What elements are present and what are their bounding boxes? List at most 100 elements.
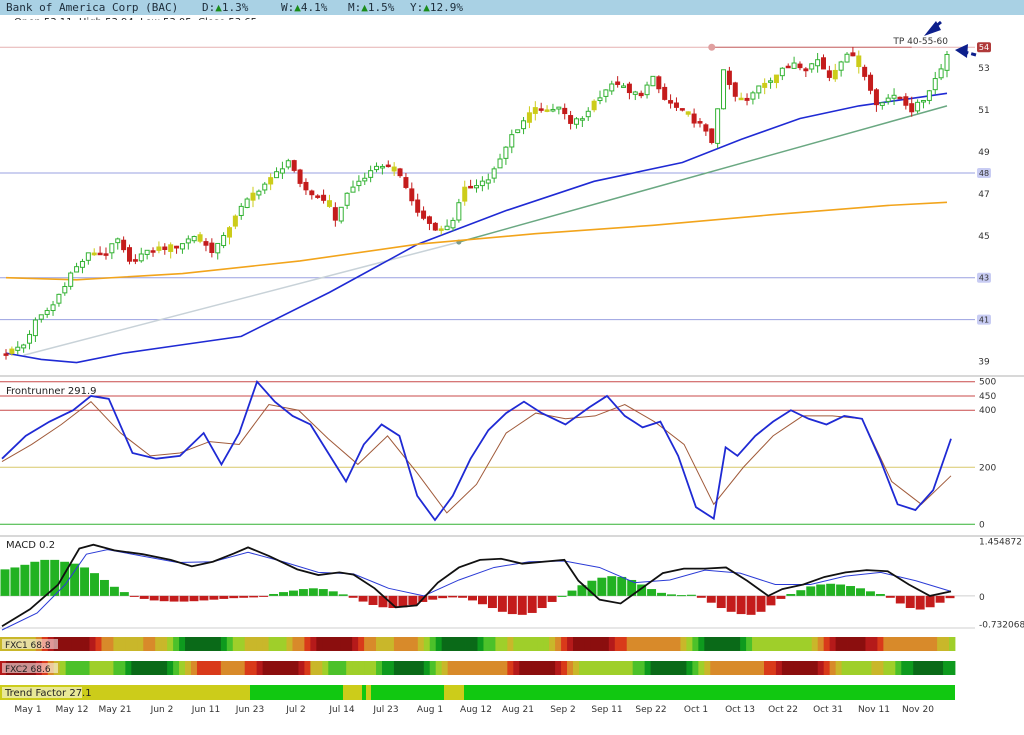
perf-week: W:▲4.1% [281,1,328,14]
candle-body [74,266,80,273]
candle-body [379,165,385,169]
macd-histogram-bar [328,591,338,596]
heat-cell [137,637,144,651]
heat-cell [71,661,78,675]
heat-cell [262,661,269,675]
heat-cell [125,637,132,651]
candle-body [862,66,868,77]
candle-body [197,234,203,242]
annotation-arrow-icon [924,21,941,36]
heat-cell [793,661,801,675]
heat-cell [202,637,210,651]
heat-cell [614,661,622,675]
macd-histogram-bar [487,595,497,609]
macd-histogram-bar [637,584,647,596]
macd-histogram-bar [109,586,119,596]
heat-cell [393,637,401,651]
heat-cell [644,661,651,675]
heat-cell [417,637,425,651]
candle-body [709,128,715,143]
heat-cell [113,661,120,675]
heat-cell [626,661,634,675]
x-axis-tick-label: Jun 23 [235,705,264,715]
candle-body [138,253,144,262]
macd-histogram-bar [706,595,716,603]
heat-cell [686,637,693,651]
heat-cell [525,661,532,675]
heat-cell [937,661,944,675]
macd-histogram-bar [935,595,945,603]
x-axis-tick-label: Oct 1 [684,705,708,715]
candle-body [127,247,133,262]
heat-cell [495,661,502,675]
candle-body [497,158,503,169]
heat-cell [477,661,484,675]
macd-histogram-bar [786,593,796,596]
macd-histogram-bar [925,595,935,608]
x-axis-tick-label: Oct 22 [768,705,798,715]
candle-body [726,70,732,85]
heat-cell [578,637,586,651]
heat-cell [191,661,198,675]
candle-body [121,239,127,251]
macd-histogram-bar [129,595,139,597]
oscillator-title: Frontrunner 291.9 [6,386,97,397]
heat-cell [256,661,264,675]
trendline [458,105,948,243]
level-badge [977,272,991,283]
macd-histogram-bar [428,595,438,600]
candle-body [156,246,162,251]
macd-histogram-bar [368,595,378,605]
candle-body [426,216,432,224]
x-axis-tick-label: Aug 12 [460,705,492,715]
candle-body [256,190,262,196]
candle-body [185,238,191,244]
x-axis-tick-label: Sep 22 [635,705,666,715]
heat-cell [196,661,204,675]
heat-cell [883,637,890,651]
macd-histogram-bar [358,595,368,602]
price-axis-tick-label: 53 [978,64,989,74]
heat-cell [871,661,878,675]
candle-body [562,107,568,115]
candle-body [791,62,797,69]
heat-cell [399,661,407,675]
heat-cell [620,637,628,651]
target-badge [977,42,991,53]
heat-cell [334,661,341,675]
heat-cell [238,661,246,675]
candle-body [679,108,685,111]
annotation-arrow-icon [955,44,968,58]
candle-body [21,344,27,349]
candle-body [450,219,456,229]
heat-cell [728,661,735,675]
heat-cell [250,661,258,675]
heat-cell [799,637,807,651]
heat-cell [537,637,544,651]
candle-body [162,246,168,250]
candle-body [891,94,897,99]
heat-cell [644,637,651,651]
candle-body [432,222,438,231]
oscillator-line [1,379,952,522]
candle-body [685,111,691,115]
oscillator-axis-tick-label: 450 [979,392,996,402]
candle-body [903,96,909,106]
trend-factor-segment [343,685,362,700]
candle-body [321,194,327,201]
heat-cell [674,637,681,651]
heat-cell [119,661,126,675]
candle-body [920,99,926,103]
heat-cell [919,661,926,675]
heat-cell [799,661,807,675]
heat-cell [179,637,186,651]
x-axis-tick-label: Sep 11 [591,705,622,715]
x-axis-tick-label: Oct 31 [813,705,843,715]
heat-cell [59,661,67,675]
heat-cell [650,661,657,675]
heat-cell [507,661,514,675]
heat-cell [698,661,705,675]
heat-cell [913,637,920,651]
heat-cell [274,637,281,651]
